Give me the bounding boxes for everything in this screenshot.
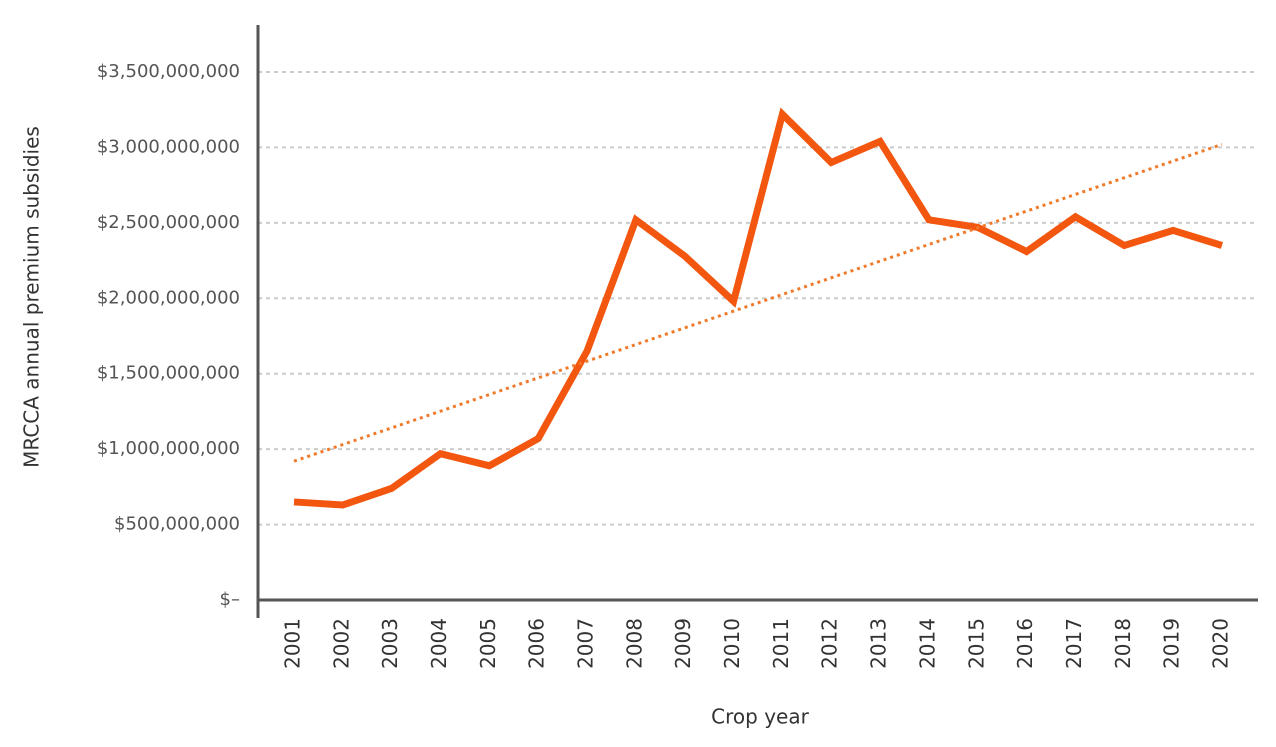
x-tick-label: 2006 <box>525 618 549 669</box>
x-tick-label: 2017 <box>1062 618 1086 669</box>
x-tick-label: 2011 <box>769 618 793 669</box>
x-axis-label: Crop year <box>711 705 809 729</box>
y-tick-label: $1,000,000,000 <box>97 438 240 459</box>
x-tick-label: 2012 <box>818 618 842 669</box>
x-tick-label: 2002 <box>329 618 353 669</box>
trend-line <box>293 142 1223 463</box>
x-tick-label: 2015 <box>964 618 988 669</box>
y-tick-label: $– <box>220 589 240 610</box>
x-tick-label: 2014 <box>915 618 939 669</box>
y-tick-label: $1,500,000,000 <box>97 363 240 384</box>
x-tick-label: 2013 <box>867 618 891 669</box>
x-tick-label: 2007 <box>574 618 598 669</box>
x-tick-label: 2018 <box>1111 618 1135 669</box>
x-tick-label: 2001 <box>281 618 305 669</box>
x-tick-label: 2005 <box>476 618 500 669</box>
y-tick-label: $3,500,000,000 <box>97 61 240 82</box>
y-tick-label: $2,500,000,000 <box>97 212 240 233</box>
y-tick-label: $2,000,000,000 <box>97 287 240 308</box>
data-line <box>293 107 1223 509</box>
x-tick-label: 2004 <box>427 618 451 669</box>
x-tick-label: 2009 <box>671 618 695 669</box>
x-tick-label: 2010 <box>720 618 744 669</box>
y-tick-label: $3,000,000,000 <box>97 136 240 157</box>
y-axis-label: MRCCA annual premium subsidies <box>20 126 44 468</box>
x-tick-label: 2008 <box>622 618 646 669</box>
y-tick-label: $500,000,000 <box>114 514 240 535</box>
x-tick-label: 2020 <box>1208 618 1232 669</box>
x-tick-label: 2019 <box>1160 618 1184 669</box>
x-tick-label: 2003 <box>378 618 402 669</box>
x-tick-label: 2016 <box>1013 618 1037 669</box>
